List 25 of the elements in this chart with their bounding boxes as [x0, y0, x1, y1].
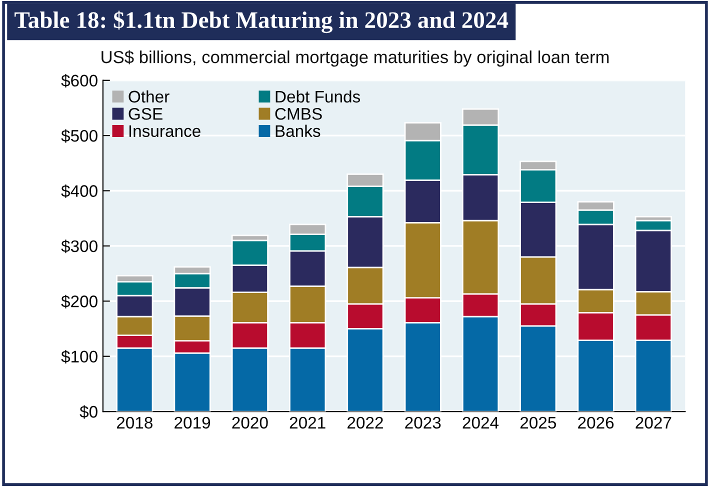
x-tick-label: 2020: [232, 416, 268, 429]
chart-subtitle: US$ billions, commercial mortgage maturities by original loan term: [102, 50, 609, 67]
y-tick-label: $500: [61, 129, 98, 143]
x-tick-label: 2019: [174, 416, 210, 429]
x-tick-label: 2027: [636, 416, 672, 429]
y-tick-label: $300: [61, 240, 98, 254]
x-tick-label: 2025: [520, 416, 556, 429]
legend-label: Debt Funds: [276, 90, 360, 103]
chart-title: Table 18: $1.1tn Debt Maturing in 2023 and 2024: [14, 10, 508, 34]
legend-label: Insurance: [129, 125, 200, 138]
legend-label: Banks: [276, 124, 320, 138]
legend-label: Other: [128, 90, 170, 103]
y-tick-label: $200: [61, 294, 98, 308]
x-tick-label: 2023: [405, 416, 441, 429]
y-tick-label: $100: [61, 350, 98, 364]
y-tick-label: $600: [61, 74, 98, 88]
legend-label: CMBS: [275, 108, 322, 120]
x-tick-label: 2024: [462, 416, 499, 429]
x-tick-label: 2022: [348, 416, 383, 429]
x-tick-label: 2018: [116, 416, 152, 429]
x-tick-label: 2021: [290, 416, 326, 429]
y-tick-label: $400: [61, 184, 98, 198]
y-tick-label: $0: [80, 405, 98, 419]
legend-label: GSE: [128, 108, 162, 120]
x-tick-label: 2026: [578, 416, 614, 429]
